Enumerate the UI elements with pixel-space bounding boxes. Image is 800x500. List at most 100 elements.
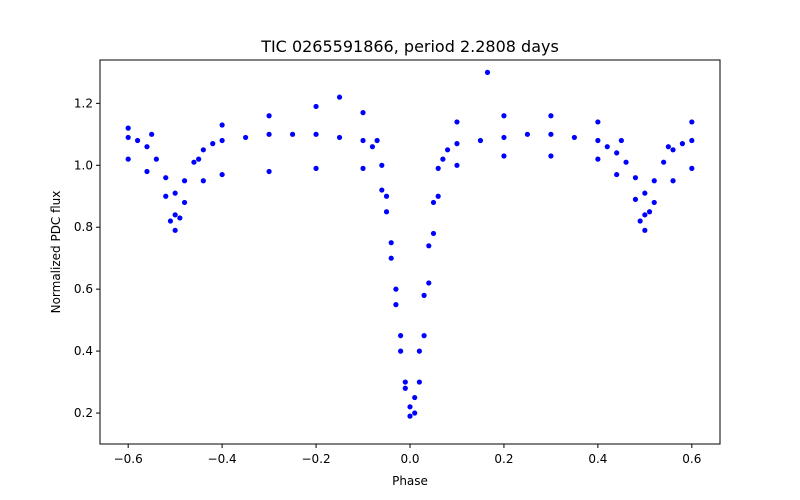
data-point <box>313 103 319 110</box>
data-point <box>484 69 491 75</box>
data-point <box>388 240 394 246</box>
data-point <box>632 196 639 202</box>
data-point <box>167 218 174 224</box>
data-point <box>200 147 206 153</box>
data-point <box>642 227 648 233</box>
chart-title: TIC 0265591866, period 2.2808 days <box>260 37 559 56</box>
data-point <box>661 159 667 165</box>
y-tick-label: 1.0 <box>74 158 93 172</box>
data-point <box>393 286 399 292</box>
x-tick-label: 0.4 <box>588 452 607 466</box>
data-points <box>125 69 695 419</box>
data-point <box>336 94 343 100</box>
data-point <box>181 199 188 206</box>
data-point <box>125 134 131 141</box>
data-point <box>266 131 272 137</box>
data-point <box>689 137 695 144</box>
data-point <box>670 178 676 184</box>
data-point <box>219 137 225 144</box>
data-point <box>670 147 676 153</box>
x-axis-label: Phase <box>392 474 428 488</box>
data-point <box>548 153 554 159</box>
x-tick-label: 0.6 <box>682 452 701 466</box>
data-point <box>501 134 507 141</box>
plot-frame <box>99 59 721 445</box>
data-point <box>172 212 178 218</box>
data-point <box>412 394 418 401</box>
data-point <box>388 255 394 261</box>
data-point <box>125 125 131 131</box>
data-point <box>200 178 206 184</box>
data-point <box>642 190 648 196</box>
data-point <box>426 280 432 286</box>
data-point <box>163 175 169 181</box>
data-point <box>177 215 183 221</box>
data-point <box>454 141 460 147</box>
data-point <box>524 131 531 137</box>
data-point <box>369 144 376 150</box>
data-point <box>383 209 390 215</box>
data-point <box>210 141 216 147</box>
data-point <box>477 137 484 144</box>
x-axis-ticks: −0.6 −0.4 −0.2 0.0 0.2 0.4 0.6 <box>114 444 701 466</box>
data-point <box>689 165 695 171</box>
data-point <box>646 209 653 215</box>
data-point <box>440 156 446 162</box>
data-point <box>149 131 155 137</box>
data-point <box>313 165 319 171</box>
data-point <box>637 218 643 224</box>
data-point <box>402 379 408 385</box>
data-point <box>548 131 554 137</box>
data-point <box>243 134 249 141</box>
data-point <box>548 113 554 119</box>
data-point <box>435 165 441 171</box>
data-point <box>266 168 272 175</box>
x-tick-label: 0.0 <box>400 452 419 466</box>
data-point <box>163 193 169 199</box>
data-point <box>623 159 629 165</box>
data-point <box>360 137 366 144</box>
data-point <box>125 156 131 162</box>
data-point <box>402 385 408 391</box>
data-point <box>407 404 413 410</box>
data-point <box>412 410 418 416</box>
data-point <box>430 230 437 237</box>
data-point <box>614 150 620 156</box>
data-point <box>421 333 427 339</box>
data-point <box>571 134 577 141</box>
data-point <box>374 137 380 144</box>
y-axis-ticks: 0.2 0.4 0.6 0.8 1.0 1.2 <box>74 96 100 420</box>
data-point <box>430 199 437 206</box>
data-point <box>679 141 686 147</box>
data-point <box>336 134 343 141</box>
data-point <box>454 119 460 125</box>
data-point <box>393 302 399 308</box>
data-point <box>172 227 178 233</box>
data-point <box>144 144 150 150</box>
data-point <box>181 178 188 184</box>
data-point <box>501 153 507 159</box>
data-point <box>689 119 695 125</box>
x-tick-label: 0.2 <box>494 452 513 466</box>
data-point <box>134 137 141 144</box>
data-point <box>501 113 507 119</box>
data-point <box>595 137 601 144</box>
data-point <box>398 333 404 339</box>
data-point <box>595 156 601 162</box>
data-point <box>618 137 624 144</box>
data-point <box>614 171 620 178</box>
data-point <box>595 119 601 125</box>
y-tick-label: 0.2 <box>74 406 93 420</box>
data-point <box>416 379 422 385</box>
data-point <box>379 187 385 193</box>
data-point <box>289 131 296 137</box>
y-tick-label: 1.2 <box>74 96 93 110</box>
data-point <box>454 162 460 168</box>
data-point <box>651 178 657 184</box>
y-tick-label: 0.6 <box>74 282 93 296</box>
y-tick-label: 0.4 <box>74 344 93 358</box>
data-point <box>435 193 441 199</box>
data-point <box>379 162 385 168</box>
data-point <box>144 168 150 175</box>
